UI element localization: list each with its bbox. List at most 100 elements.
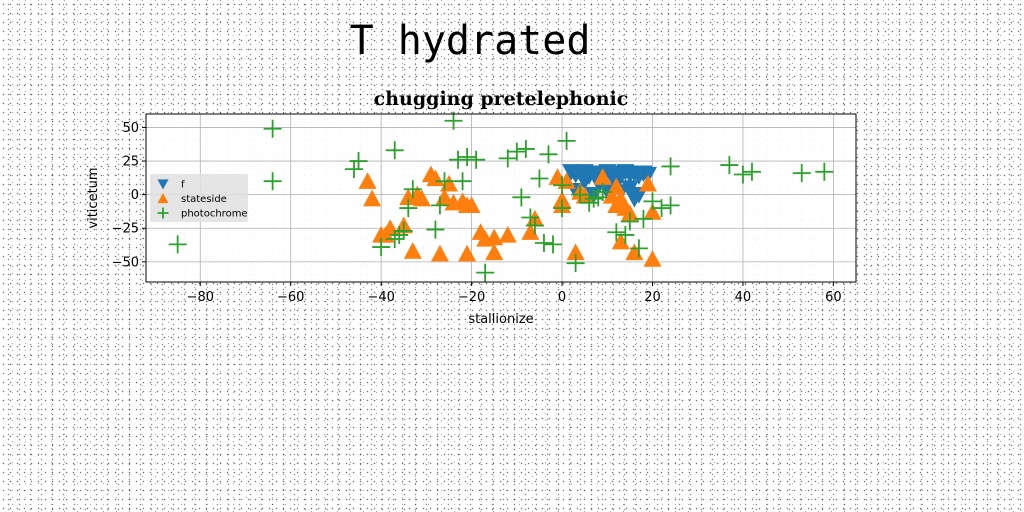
data-point [498, 225, 517, 243]
data-point [638, 174, 657, 192]
data-point [458, 148, 477, 167]
data-point [345, 160, 364, 179]
y-tick-label: −25 [112, 222, 139, 237]
data-point [566, 243, 585, 261]
x-tick-label: 20 [644, 290, 661, 305]
y-tick-label: 50 [122, 121, 139, 136]
data-point [643, 203, 662, 220]
data-point [661, 157, 680, 176]
x-tick-label: 40 [735, 290, 752, 305]
legend-label: f [181, 180, 185, 191]
data-point [629, 239, 648, 258]
data-point [403, 180, 422, 199]
data-point [620, 212, 639, 231]
data-point [462, 196, 481, 214]
data-point [168, 235, 187, 254]
data-point [553, 199, 572, 218]
data-point [430, 244, 449, 262]
data-point [363, 189, 382, 207]
data-point [426, 220, 445, 239]
data-point [449, 150, 468, 169]
data-point [643, 250, 662, 267]
y-axis-label: viticetum [86, 167, 101, 228]
page-title: T hydrated [349, 18, 591, 64]
x-tick-label: −40 [367, 290, 394, 305]
data-point [575, 173, 594, 191]
data-point [553, 176, 572, 195]
data-point [571, 185, 590, 204]
series-photochrome [168, 111, 834, 282]
data-point [349, 152, 368, 171]
data-point [580, 193, 599, 212]
data-point [792, 164, 811, 183]
data-points [168, 111, 834, 282]
data-point [607, 223, 626, 242]
data-point [444, 111, 463, 130]
legend-marker [157, 193, 169, 204]
data-point [566, 254, 585, 273]
data-point [625, 191, 644, 208]
data-point [467, 150, 486, 169]
y-tick-label: 0 [131, 188, 139, 203]
data-point [611, 232, 630, 250]
data-point [584, 189, 603, 208]
legend-box [150, 174, 248, 222]
x-tick-label: −20 [458, 290, 485, 305]
data-point [485, 243, 504, 261]
chart-title: chugging pretelephonic [374, 88, 629, 110]
data-point [525, 216, 544, 235]
grid-lines [146, 114, 856, 282]
plot-frame [145, 113, 857, 283]
x-tick-label: −60 [277, 290, 304, 305]
data-point [399, 199, 418, 218]
data-point [512, 188, 531, 207]
data-point [390, 225, 409, 244]
y-tick-label: −50 [112, 255, 139, 270]
data-point [394, 221, 413, 240]
data-point [516, 139, 535, 158]
data-point [521, 208, 540, 227]
data-point [643, 192, 662, 211]
data-point [403, 242, 422, 259]
data-point [593, 168, 612, 185]
data-point [616, 225, 635, 244]
legend-marker [157, 179, 169, 190]
data-point [539, 145, 558, 164]
data-point [534, 234, 553, 253]
x-tick-label: 60 [825, 290, 842, 305]
axis-ticks: −80 −60 −40 −20 0 20 40 60 −50 −25 0 25 50 [112, 121, 842, 305]
data-point [652, 199, 671, 218]
x-tick-label: 0 [558, 290, 566, 305]
data-point [435, 172, 454, 191]
data-point [485, 228, 504, 246]
data-point [530, 169, 549, 188]
data-point [498, 149, 517, 168]
data-point [263, 119, 282, 138]
x-tick-label: −80 [187, 290, 214, 305]
data-point [544, 235, 563, 254]
data-point [507, 142, 526, 161]
x-axis-label: stallionize [468, 312, 533, 327]
data-point [412, 189, 431, 207]
data-point [476, 263, 495, 282]
data-point [634, 209, 653, 228]
data-point [521, 223, 540, 240]
legend: f stateside photochrome [150, 174, 248, 222]
data-point [661, 196, 680, 215]
data-point [453, 172, 472, 191]
data-point [458, 244, 477, 262]
legend-marker [157, 207, 169, 219]
data-point [815, 162, 834, 181]
data-point [430, 196, 449, 215]
data-point [385, 229, 404, 248]
data-point [385, 141, 404, 160]
plot-area-background [146, 114, 856, 282]
legend-label: stateside [181, 194, 227, 205]
data-point [372, 238, 391, 257]
data-point [593, 182, 612, 201]
data-point [358, 172, 377, 189]
data-point [742, 162, 761, 181]
data-point [263, 172, 282, 191]
y-tick-label: 25 [122, 155, 139, 170]
